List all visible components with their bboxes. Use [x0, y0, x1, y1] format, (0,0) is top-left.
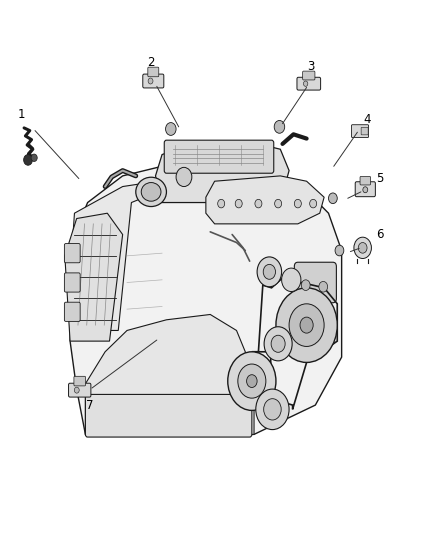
Text: 7: 7	[86, 399, 94, 411]
Circle shape	[264, 327, 292, 361]
Circle shape	[276, 288, 337, 362]
Circle shape	[218, 199, 225, 208]
Circle shape	[257, 257, 282, 287]
Circle shape	[274, 120, 285, 133]
Circle shape	[74, 387, 79, 393]
FancyBboxPatch shape	[351, 125, 368, 138]
Text: 4: 4	[363, 114, 371, 126]
Ellipse shape	[141, 182, 161, 201]
Text: 1: 1	[17, 108, 25, 121]
Text: 5: 5	[377, 172, 384, 185]
Circle shape	[301, 280, 310, 290]
Circle shape	[256, 389, 289, 430]
Circle shape	[275, 199, 282, 208]
Circle shape	[31, 154, 37, 161]
FancyBboxPatch shape	[294, 262, 336, 303]
Polygon shape	[70, 160, 342, 434]
Circle shape	[148, 78, 153, 84]
Circle shape	[328, 193, 337, 204]
Circle shape	[354, 237, 371, 259]
Circle shape	[319, 281, 328, 292]
Text: 2: 2	[147, 56, 155, 69]
Circle shape	[310, 199, 317, 208]
FancyBboxPatch shape	[355, 182, 375, 197]
Circle shape	[304, 81, 308, 86]
FancyBboxPatch shape	[64, 244, 80, 263]
Polygon shape	[206, 176, 324, 224]
Circle shape	[358, 243, 367, 253]
Circle shape	[271, 335, 285, 352]
Circle shape	[255, 199, 262, 208]
Circle shape	[228, 352, 276, 410]
Polygon shape	[68, 181, 158, 330]
Ellipse shape	[136, 177, 166, 207]
Circle shape	[300, 317, 313, 333]
Circle shape	[363, 187, 368, 193]
Circle shape	[176, 167, 192, 187]
Polygon shape	[65, 213, 123, 341]
Circle shape	[282, 268, 301, 292]
FancyBboxPatch shape	[303, 71, 315, 80]
Circle shape	[166, 123, 176, 135]
FancyBboxPatch shape	[74, 376, 85, 386]
FancyBboxPatch shape	[143, 74, 164, 88]
FancyBboxPatch shape	[148, 67, 159, 77]
Polygon shape	[85, 314, 254, 434]
Circle shape	[263, 264, 276, 279]
FancyBboxPatch shape	[361, 127, 368, 135]
FancyBboxPatch shape	[64, 273, 80, 292]
Circle shape	[335, 245, 344, 256]
FancyBboxPatch shape	[85, 394, 252, 437]
Text: 6: 6	[376, 228, 384, 241]
Circle shape	[264, 399, 281, 420]
Text: 3: 3	[307, 60, 314, 73]
Circle shape	[24, 155, 32, 165]
FancyBboxPatch shape	[68, 383, 91, 397]
Circle shape	[235, 199, 242, 208]
Circle shape	[247, 375, 257, 387]
FancyBboxPatch shape	[164, 140, 274, 173]
Circle shape	[238, 364, 266, 398]
FancyBboxPatch shape	[297, 77, 321, 90]
Circle shape	[289, 304, 324, 346]
FancyBboxPatch shape	[64, 302, 80, 321]
Polygon shape	[155, 144, 289, 203]
Circle shape	[294, 199, 301, 208]
FancyBboxPatch shape	[360, 176, 371, 185]
